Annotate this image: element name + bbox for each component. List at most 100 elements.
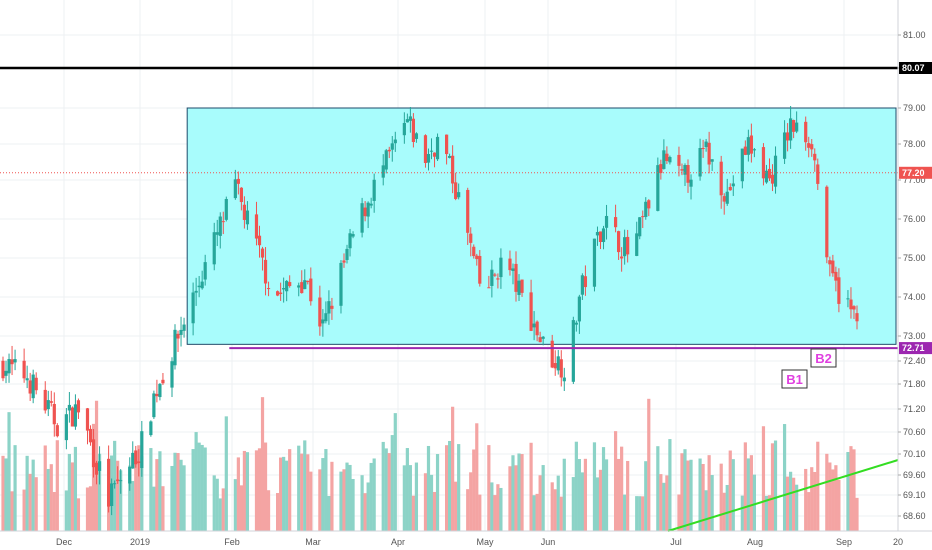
volume-bar bbox=[816, 441, 820, 531]
volume-bar bbox=[25, 455, 29, 531]
candle-body bbox=[49, 401, 53, 403]
candle-body bbox=[43, 389, 47, 411]
volume-bar bbox=[321, 458, 325, 531]
candle-body bbox=[662, 150, 666, 169]
candle-body bbox=[785, 132, 790, 141]
volume-bar bbox=[288, 449, 292, 531]
volume-bar bbox=[595, 477, 600, 531]
volume-bar bbox=[451, 406, 455, 531]
candle-body bbox=[285, 280, 289, 292]
candle-body bbox=[432, 152, 437, 157]
candle-body bbox=[837, 277, 841, 304]
candle-body bbox=[279, 292, 283, 294]
candle-body bbox=[807, 143, 811, 148]
candle-body bbox=[134, 450, 138, 465]
candle-body bbox=[644, 201, 648, 217]
candle-body bbox=[113, 483, 117, 485]
candle-body bbox=[137, 461, 141, 464]
volume-bar bbox=[342, 469, 346, 531]
candle-body bbox=[825, 186, 829, 258]
candle-body bbox=[390, 143, 394, 150]
volume-bar bbox=[508, 466, 512, 531]
volume-bar bbox=[149, 448, 153, 531]
price-tick-label: 71.80 bbox=[903, 379, 926, 389]
candle-body bbox=[668, 157, 672, 163]
time-axis[interactable]: Dec 2019 Feb Mar Apr May Jun Jul Aug Sep 20 bbox=[0, 530, 932, 547]
range-box bbox=[186, 107, 897, 345]
candle-body bbox=[7, 359, 11, 374]
candle-body bbox=[511, 268, 515, 271]
price-axis[interactable]: 81.00 79.00 78.00 77.00 76.00 75.00 74.00 73.00… bbox=[897, 0, 932, 531]
candle-body bbox=[493, 274, 497, 276]
volume-bar bbox=[393, 413, 397, 531]
candle-body bbox=[496, 278, 500, 280]
candle-body bbox=[110, 483, 114, 506]
candle-body bbox=[686, 165, 690, 183]
candle-body bbox=[55, 425, 59, 437]
candle-body bbox=[46, 400, 50, 410]
candle-body bbox=[303, 280, 307, 290]
volume-bar bbox=[834, 465, 838, 531]
annotation-badge-label: B1 bbox=[786, 372, 803, 387]
volume-bar bbox=[384, 448, 388, 531]
candle-body bbox=[761, 147, 766, 179]
candle-body bbox=[85, 408, 90, 431]
volume-bar bbox=[218, 498, 222, 531]
price-label-current-text: 77.20 bbox=[902, 168, 925, 178]
volume-bar bbox=[85, 487, 90, 531]
volume-bar bbox=[804, 468, 808, 531]
candle-body bbox=[595, 232, 600, 236]
candle-body bbox=[297, 285, 301, 288]
volume-bar bbox=[191, 449, 195, 531]
volume-bar bbox=[70, 462, 75, 531]
candle-body bbox=[487, 287, 491, 289]
time-tick-label: Aug bbox=[747, 537, 763, 547]
volume-bar bbox=[366, 482, 370, 531]
candle-body bbox=[381, 165, 385, 178]
candle-body bbox=[191, 292, 195, 324]
volume-bar bbox=[402, 465, 406, 531]
annotation-badge-label: B2 bbox=[815, 351, 832, 366]
candle-body bbox=[571, 320, 575, 382]
candle-body bbox=[330, 305, 334, 309]
candle-body bbox=[263, 259, 268, 284]
candle-body bbox=[67, 404, 71, 411]
candle-body bbox=[10, 359, 14, 365]
price-tick-label: 69.60 bbox=[903, 470, 926, 480]
candle-body bbox=[647, 200, 651, 209]
volume-bar bbox=[810, 467, 814, 531]
volume-bar bbox=[592, 442, 597, 531]
candle-body bbox=[363, 207, 367, 217]
volume-bar bbox=[408, 465, 412, 531]
volume-bar bbox=[659, 474, 663, 531]
volume-bar bbox=[785, 476, 790, 531]
volume-bar bbox=[707, 455, 711, 531]
candle-body bbox=[91, 439, 96, 468]
candle-body bbox=[212, 232, 216, 265]
candle-body bbox=[25, 378, 29, 381]
time-tick-label: Jul bbox=[670, 537, 682, 547]
candle-body bbox=[704, 141, 708, 148]
candle-body bbox=[300, 282, 304, 294]
candle-body bbox=[472, 246, 476, 257]
candle-body bbox=[789, 118, 793, 141]
candle-body bbox=[701, 147, 705, 150]
volume-bar bbox=[300, 453, 304, 531]
candle-body bbox=[233, 179, 237, 199]
volume-bar bbox=[559, 496, 563, 531]
candle-body bbox=[641, 216, 645, 218]
candle-body bbox=[236, 178, 240, 184]
price-tick-label: 72.40 bbox=[903, 356, 926, 366]
volume-bar bbox=[345, 462, 349, 531]
candle-body bbox=[604, 215, 609, 228]
volume-bar bbox=[49, 464, 53, 531]
candlesticks bbox=[1, 105, 859, 516]
candle-body bbox=[792, 120, 796, 132]
candle-body bbox=[638, 217, 642, 237]
candle-body bbox=[508, 258, 512, 271]
volume-bar bbox=[306, 454, 310, 531]
candle-body bbox=[257, 235, 262, 246]
candle-body bbox=[454, 182, 458, 199]
candle-body bbox=[577, 296, 581, 322]
